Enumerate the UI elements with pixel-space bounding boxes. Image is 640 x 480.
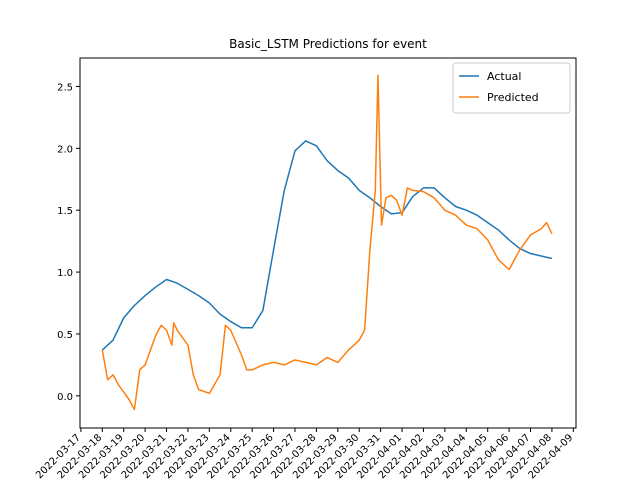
legend-label: Predicted: [487, 91, 539, 104]
legend-label: Actual: [487, 70, 521, 83]
legend-box: [452, 62, 571, 114]
series-line: [101, 74, 553, 411]
y-tick-label: 2.5: [57, 82, 73, 93]
y-tick-label: 1.0: [57, 268, 73, 279]
legend: Actual Predicted: [452, 62, 571, 114]
y-tick-label: 0.0: [57, 392, 73, 403]
y-tick-label: 2.0: [57, 144, 73, 155]
series-line: [101, 140, 553, 351]
y-tick-label: 1.5: [57, 206, 73, 217]
chart-title: Basic_LSTM Predictions for event: [229, 37, 427, 51]
y-tick-label: 0.5: [57, 330, 73, 341]
plot-area: [79, 57, 577, 429]
